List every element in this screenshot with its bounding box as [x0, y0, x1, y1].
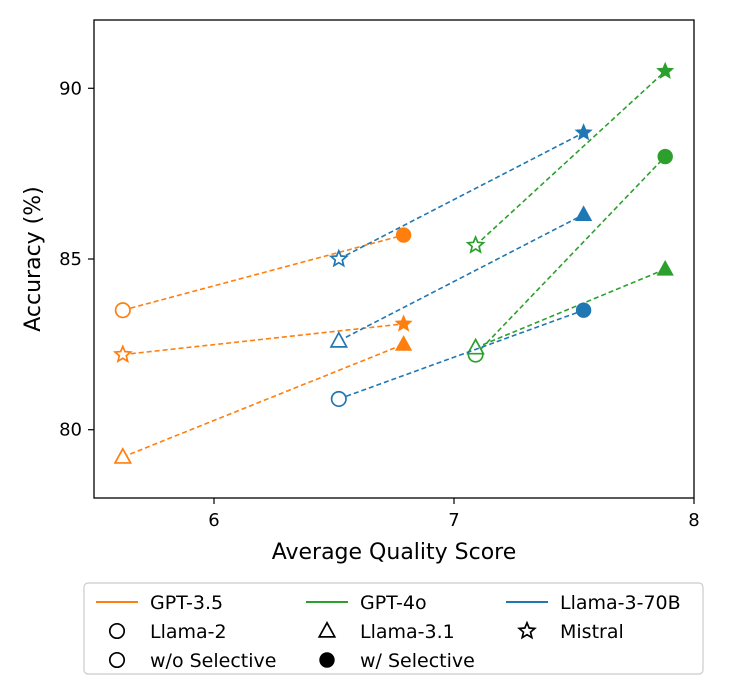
series-line-llama-3-70b-mistral	[338, 131, 584, 260]
legend-llama-3-70b-label: Llama-3-70B	[560, 592, 681, 614]
legend-llama-3-1-marker	[317, 621, 337, 638]
series-line-llama-3-70b-llama-2	[338, 309, 584, 400]
x-axis-label: Average Quality Score	[272, 540, 517, 565]
axes-layer: 6 7 8 80 85 90	[59, 78, 700, 531]
series-line-llama-3-70b-llama-3-1	[338, 213, 584, 342]
legend-box	[83, 582, 704, 675]
point-llama-3-70b-llama-2-w-selective	[575, 302, 592, 318]
point-gpt-4o-mistral-w-o-selective	[465, 234, 486, 254]
point-gpt-3-5-llama-3-1-w-selective	[394, 335, 413, 351]
series-layer	[112, 61, 675, 464]
legend-mistral-marker	[517, 620, 537, 640]
legend-w-selective-label: w/ Selective	[360, 650, 475, 672]
legend-w-o-selective-label: w/o Selective	[150, 650, 276, 672]
x-tick-label-7: 7	[448, 510, 459, 531]
y-axis-label: Accuracy (%)	[21, 186, 46, 332]
point-llama-3-70b-llama-2-w-o-selective	[330, 390, 347, 408]
y-tick-label-80: 80	[59, 420, 82, 441]
series-line-gpt-3-5-mistral	[122, 323, 404, 356]
legend-gpt-4o-label: GPT-4o	[360, 592, 427, 614]
point-llama-3-70b-mistral-w-selective	[574, 123, 593, 141]
x-tick-label-6: 6	[208, 510, 219, 531]
legend-w-o-selective-marker	[108, 651, 126, 669]
point-llama-3-70b-mistral-w-o-selective	[328, 248, 349, 268]
legend: GPT-3.5 GPT-4o Llama-3-70B Llama-2 Llama-3.1…	[83, 582, 704, 675]
legend-w-selective-marker	[319, 652, 335, 668]
point-gpt-3-5-llama-2-w-selective	[395, 227, 412, 243]
point-gpt-3-5-llama-3-1-w-o-selective	[113, 447, 133, 464]
series-line-gpt-3-5-llama-2	[122, 234, 404, 311]
y-tick-label-85: 85	[59, 249, 82, 270]
point-llama-3-70b-llama-3-1-w-selective	[574, 205, 593, 222]
point-gpt-4o-mistral-w-selective	[656, 61, 675, 79]
y-tick-label-90: 90	[59, 78, 82, 99]
point-gpt-3-5-mistral-w-o-selective	[112, 344, 133, 364]
legend-llama-2-marker	[108, 622, 126, 640]
series-line-gpt-4o-mistral	[475, 70, 666, 246]
point-gpt-3-5-mistral-w-selective	[394, 314, 413, 332]
series-line-gpt-4o-llama-3-1	[475, 268, 666, 349]
point-gpt-4o-llama-3-1-w-o-selective	[466, 337, 485, 355]
series-line-gpt-3-5-llama-3-1	[122, 343, 404, 458]
legend-llama-3-1-label: Llama-3.1	[360, 621, 455, 643]
point-llama-3-70b-llama-3-1-w-o-selective	[329, 330, 349, 348]
point-gpt-4o-llama-2-w-selective	[657, 148, 673, 165]
x-tick-label-8: 8	[688, 510, 699, 531]
legend-mistral-label: Mistral	[560, 621, 624, 643]
legend-gpt-3-5-label: GPT-3.5	[150, 592, 223, 614]
legend-llama-2-label: Llama-2	[150, 621, 227, 643]
point-gpt-4o-llama-3-1-w-selective	[656, 260, 674, 276]
series-line-gpt-4o-llama-2	[475, 156, 666, 356]
point-gpt-3-5-llama-2-w-o-selective	[114, 302, 131, 319]
